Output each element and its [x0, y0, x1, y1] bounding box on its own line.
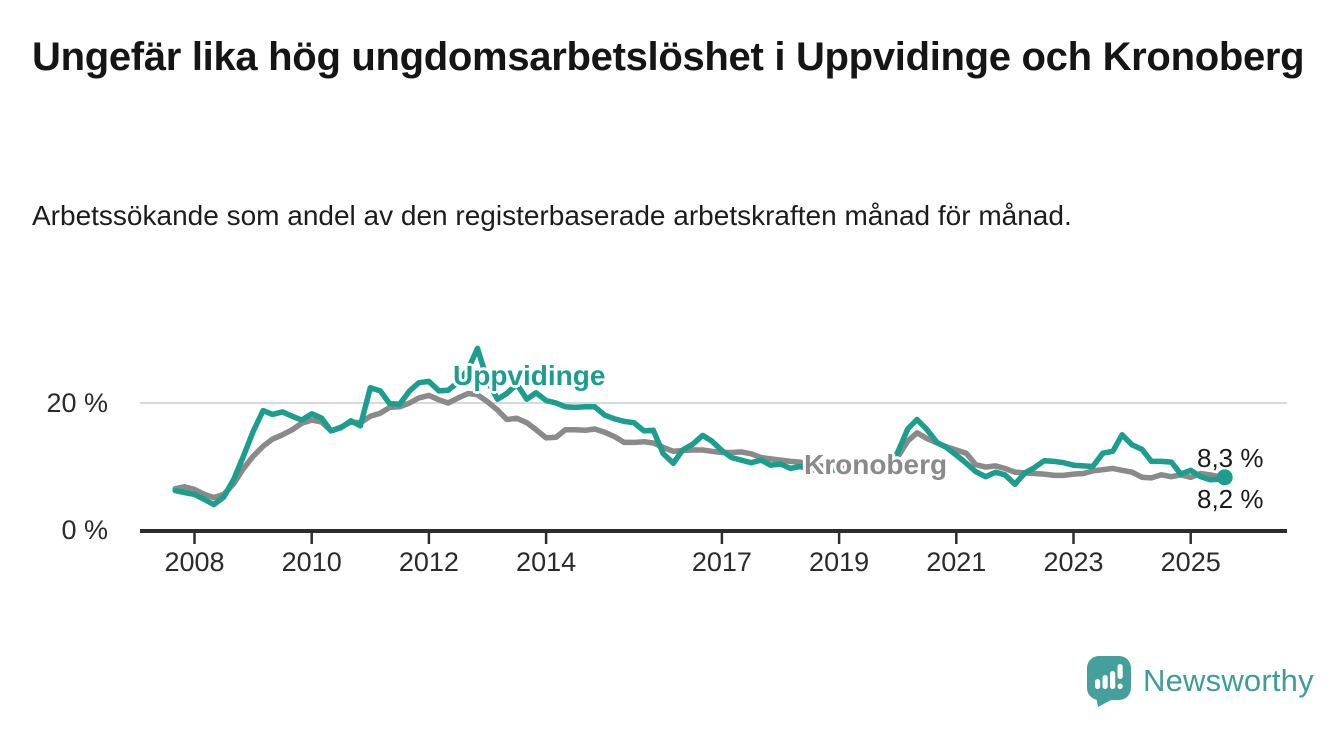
chart-subtitle: Arbetssökande som andel av den registerb… — [32, 200, 1072, 231]
y-tick-label: 0 % — [61, 515, 108, 545]
series-label-kronoberg: Kronoberg — [804, 449, 948, 480]
x-tick-label: 2014 — [516, 547, 576, 577]
end-value-kronoberg: 8,2 % — [1197, 484, 1264, 514]
x-tick-label: 2025 — [1161, 547, 1221, 577]
x-tick-label: 2008 — [164, 547, 224, 577]
x-tick-label: 2017 — [692, 547, 752, 577]
x-tick-label: 2021 — [926, 547, 986, 577]
newsworthy-logo-icon — [1087, 656, 1131, 707]
series-end-dot — [1216, 469, 1233, 486]
chart-title: Ungefär lika hög ungdomsarbetslöshet i U… — [32, 35, 1305, 79]
newsworthy-logo-text: Newsworthy — [1143, 663, 1314, 698]
x-tick-label: 2023 — [1043, 547, 1103, 577]
x-tick-label: 2010 — [282, 547, 342, 577]
series-label-uppvidinge: Uppvidinge — [453, 360, 606, 391]
series-line-uppvidinge — [172, 345, 1228, 508]
end-value-uppvidinge: 8,3 % — [1197, 443, 1264, 473]
x-tick-label: 2012 — [399, 547, 459, 577]
series-line-kronoberg — [172, 390, 1228, 501]
newsworthy-logo[interactable]: Newsworthy — [1086, 655, 1314, 707]
x-tick-label: 2019 — [809, 547, 869, 577]
y-tick-label: 20 % — [46, 388, 108, 418]
